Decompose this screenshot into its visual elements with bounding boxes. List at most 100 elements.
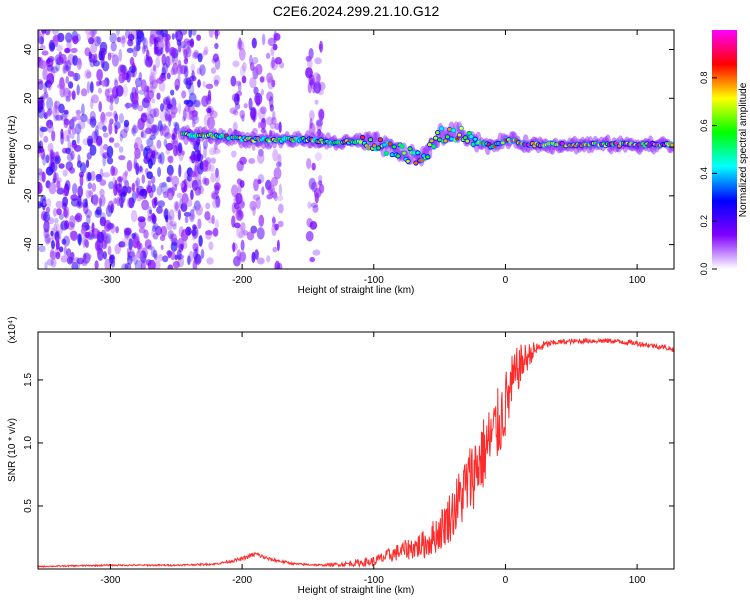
noise-blob (231, 184, 239, 198)
colorbar: 0.0 0.2 0.4 0.6 0.8 Normalized spectral ampl… (699, 30, 749, 275)
noise-blob (141, 44, 146, 55)
noise-blob (146, 85, 150, 93)
noise-blob (62, 169, 68, 177)
noise-blob (109, 104, 114, 111)
noise-blob (89, 233, 96, 239)
noise-blob (40, 96, 45, 103)
noise-blob (75, 109, 82, 116)
noise-blob (80, 88, 88, 97)
noise-blob (92, 193, 99, 207)
signal-core (408, 147, 412, 151)
colorbar-tick-label: 0.4 (699, 167, 709, 180)
noise-blob (51, 30, 59, 35)
noise-blob (118, 146, 124, 153)
noise-blob (171, 105, 178, 114)
spectrogram-plot-area (38, 30, 674, 269)
noise-blob (143, 54, 150, 67)
noise-blob (257, 107, 266, 121)
noise-blob (58, 103, 65, 114)
noise-blob (44, 261, 48, 269)
noise-blob (166, 220, 174, 231)
noise-blob (274, 57, 282, 65)
noise-blob (97, 248, 104, 261)
noise-blob (160, 103, 164, 112)
noise-blob (150, 124, 158, 134)
noise-blob (160, 244, 164, 251)
noise-blob (242, 62, 247, 72)
noise-blob (45, 235, 50, 246)
noise-blob (311, 162, 316, 171)
noise-blob (318, 44, 322, 50)
noise-blob (83, 238, 89, 247)
noise-blob (267, 184, 276, 195)
noise-blob (310, 202, 318, 208)
noise-blob (191, 229, 197, 237)
noise-blob (125, 102, 129, 110)
noise-blob (115, 85, 124, 97)
noise-blob (271, 56, 275, 69)
noise-blob (92, 228, 100, 239)
noise-blob (267, 76, 275, 90)
noise-blob (267, 37, 276, 47)
noise-blob (101, 195, 106, 205)
noise-blob (171, 133, 176, 141)
noise-blob (126, 197, 134, 209)
noise-blob (151, 150, 156, 159)
noise-blob (135, 177, 141, 188)
noise-blob (60, 81, 66, 91)
noise-blob (86, 81, 90, 94)
noise-blob (167, 155, 174, 164)
snr-series-line (38, 337, 674, 569)
noise-blob (106, 157, 114, 165)
noise-blob (176, 63, 183, 75)
noise-blob (145, 127, 152, 135)
noise-blob (186, 45, 192, 58)
x-tick-label: 0 (503, 275, 509, 286)
noise-blob (167, 103, 173, 110)
noise-blob (66, 248, 72, 258)
noise-blob (127, 39, 134, 47)
spectrogram-y-axis-label: Frequency (Hz) (7, 116, 18, 185)
noise-blob (46, 97, 54, 111)
noise-blob (47, 142, 54, 153)
noise-blob (259, 76, 265, 83)
noise-blob (192, 52, 200, 59)
noise-blob (198, 235, 203, 247)
noise-blob (86, 135, 94, 146)
noise-blob (106, 145, 114, 158)
noise-blob (152, 64, 157, 72)
noise-blob (167, 250, 172, 259)
noise-blob (43, 135, 49, 143)
y-tick-label: 20 (23, 92, 34, 104)
noise-blob (183, 108, 187, 121)
noise-blob (165, 142, 174, 151)
noise-blob (85, 30, 93, 35)
noise-blob (43, 91, 49, 99)
noise-blob (72, 72, 81, 82)
noise-blob (105, 205, 113, 217)
noise-blob (88, 51, 92, 60)
noise-blob (156, 139, 162, 149)
noise-blob (181, 150, 185, 156)
noise-blob (99, 216, 107, 227)
noise-blob (271, 223, 277, 237)
noise-blob (131, 233, 136, 239)
noise-blob (214, 219, 219, 230)
noise-blob (58, 163, 65, 169)
noise-blob (76, 261, 81, 269)
noise-blob (192, 259, 198, 269)
noise-blob (278, 183, 282, 196)
noise-blob (45, 110, 52, 118)
noise-blob (200, 249, 205, 259)
noise-blob (232, 242, 236, 253)
noise-blob (54, 217, 59, 224)
noise-blob (278, 121, 282, 133)
noise-blob (98, 101, 102, 113)
noise-blob (316, 120, 323, 132)
noise-blob (261, 33, 266, 46)
colorbar-tick-label: 0.0 (699, 263, 709, 276)
noise-blob (76, 257, 85, 265)
noise-blob (308, 122, 316, 136)
noise-blob (206, 257, 214, 265)
noise-blob (306, 158, 312, 170)
